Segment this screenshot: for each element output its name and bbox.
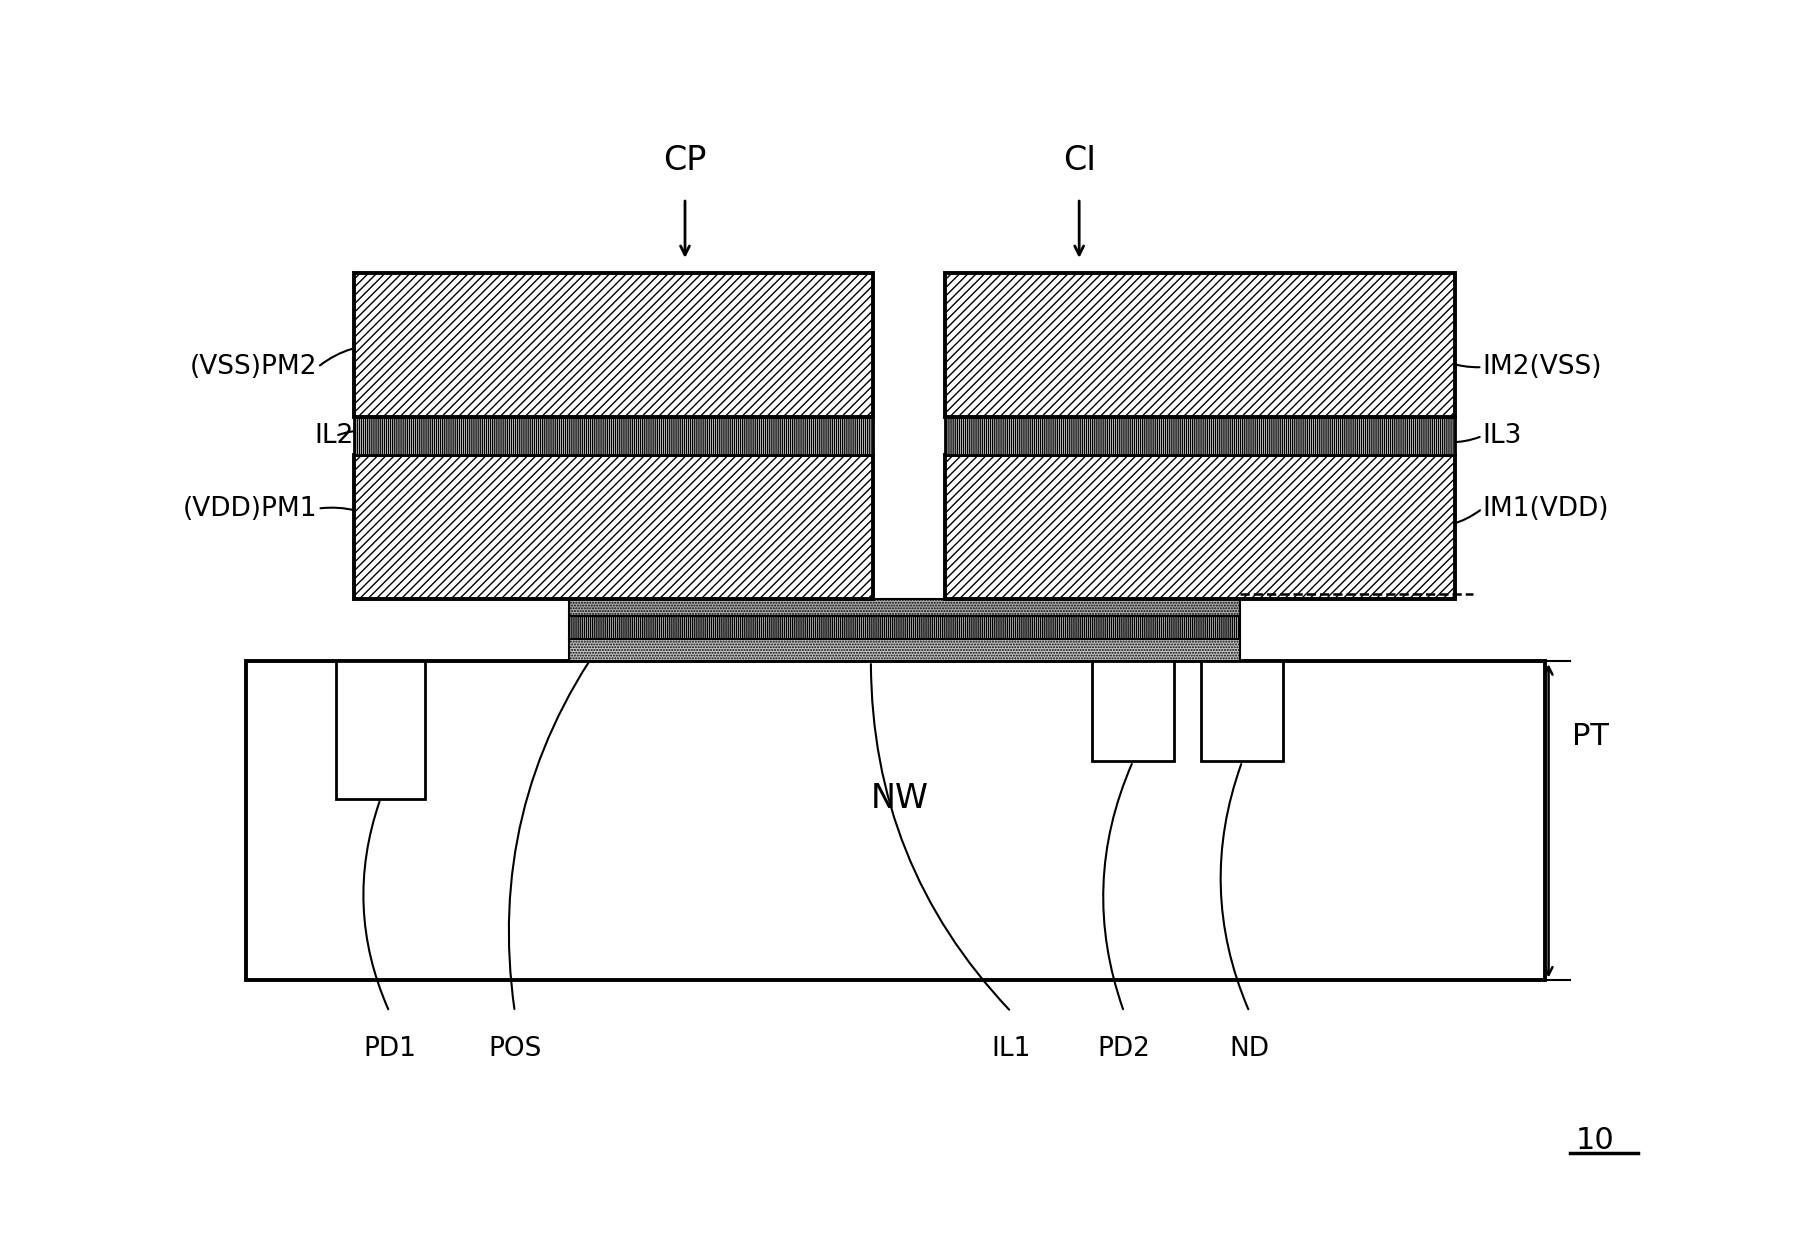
Bar: [945, 273, 1456, 417]
Bar: [335, 662, 425, 799]
Text: POS: POS: [488, 1036, 542, 1062]
Bar: [353, 417, 873, 455]
Text: CI: CI: [1062, 144, 1096, 178]
Bar: [353, 273, 873, 417]
Text: PD1: PD1: [364, 1036, 416, 1062]
Text: IM2(VSS): IM2(VSS): [1481, 354, 1602, 381]
Text: (VSS)PM2: (VSS)PM2: [191, 354, 319, 381]
Text: IM1(VDD): IM1(VDD): [1481, 495, 1609, 522]
Text: (VDD)PM1: (VDD)PM1: [184, 495, 319, 522]
Bar: [945, 455, 1456, 598]
Text: IL2: IL2: [315, 423, 353, 449]
Bar: [1093, 662, 1174, 761]
Text: NW: NW: [871, 782, 929, 815]
Text: PT: PT: [1571, 722, 1609, 751]
Text: PD2: PD2: [1098, 1036, 1150, 1062]
Bar: [1201, 662, 1283, 761]
Bar: [569, 616, 1240, 639]
Text: IL3: IL3: [1481, 423, 1521, 449]
Bar: [569, 639, 1240, 662]
Bar: [569, 598, 1240, 616]
Text: ND: ND: [1229, 1036, 1269, 1062]
Bar: [247, 662, 1544, 980]
Text: 10: 10: [1575, 1126, 1615, 1155]
Bar: [353, 455, 873, 598]
Bar: [945, 417, 1456, 455]
Text: IL1: IL1: [992, 1036, 1031, 1062]
Text: CP: CP: [664, 144, 707, 178]
